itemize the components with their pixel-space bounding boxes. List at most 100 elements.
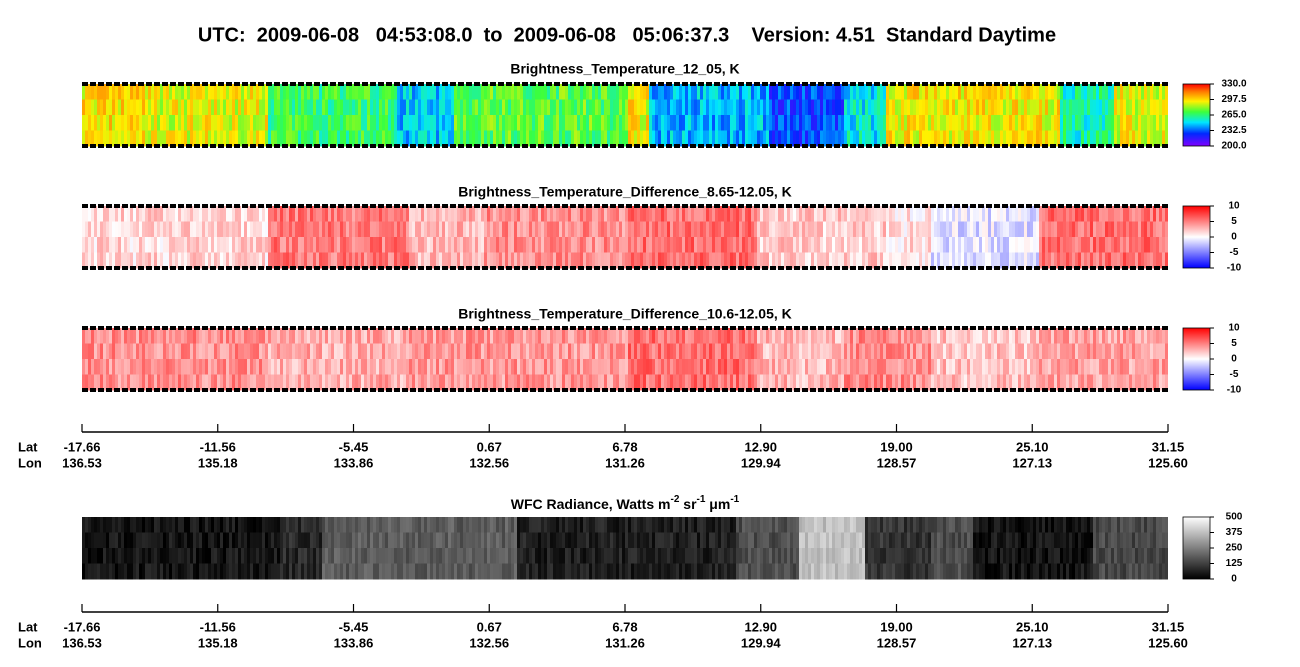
strip-cell [838,328,841,344]
strip-cell [814,359,817,375]
strip-cell [469,130,472,147]
strip-cell [1057,221,1060,238]
strip-cell [682,374,685,391]
strip-cell [811,130,814,147]
strip-cell [418,252,421,269]
strip-cell [1102,99,1105,116]
strip-cell [1051,343,1054,360]
strip-cell [289,548,292,564]
strip-cell [322,237,325,253]
strip-cell [712,84,715,100]
strip-cell [148,374,151,391]
strip-cell [241,221,244,238]
strip-cell [307,548,310,564]
strip-cell [895,115,898,131]
strip-cell [1138,115,1141,131]
strip-cell [502,548,505,564]
strip-cell [823,237,826,253]
strip-cell [901,84,904,100]
strip-cell [1108,328,1111,344]
strip-cell [316,532,319,549]
strip-cell [880,130,883,147]
strip-cell [466,206,469,222]
strip-cell [241,563,244,580]
strip-cell [460,99,463,116]
strip-cell [544,221,547,238]
strip-cell [628,237,631,253]
strip-cell [1039,206,1042,222]
strip-cell [835,237,838,253]
strip-cell [175,517,178,533]
strip-cell [955,84,958,100]
strip-cell [355,84,358,100]
strip-cell [1126,252,1129,269]
strip-cell [799,130,802,147]
strip-cell [427,374,430,391]
strip-cell [979,343,982,360]
strip-cell [745,374,748,391]
strip-cell [136,374,139,391]
strip-cell [847,130,850,147]
strip-cell [919,328,922,344]
strip-cell [862,252,865,269]
strip-cell [1096,221,1099,238]
strip-cell [415,517,418,533]
strip-cell [556,84,559,100]
strip-cell [367,517,370,533]
strip-cell [442,517,445,533]
strip-cell [988,252,991,269]
strip-cell [271,517,274,533]
strip-cell [967,115,970,131]
strip-cell [1009,221,1012,238]
strip-cell [829,237,832,253]
strip-cell [952,237,955,253]
strip-cell [907,115,910,131]
strip-cell [181,343,184,360]
strip-cell [1039,252,1042,269]
strip-cell [604,359,607,375]
strip-cell [553,374,556,391]
strip-cell [892,99,895,116]
strip-cell [121,237,124,253]
strip-cell [199,359,202,375]
strip-cell [502,359,505,375]
strip-cell [724,343,727,360]
strip-cell [319,130,322,147]
strip-cell [208,99,211,116]
strip-cell [325,99,328,116]
strip-cell [1030,374,1033,391]
strip-cell [100,548,103,564]
strip-cell [514,563,517,580]
strip-cell [463,343,466,360]
strip-cell [148,563,151,580]
strip-cell [316,517,319,533]
strip-cell [229,563,232,580]
strip-cell [697,115,700,131]
strip-cell [601,237,604,253]
strip-cell [1162,221,1165,238]
strip-cell [757,84,760,100]
strip-cell [997,359,1000,375]
strip-cell [442,130,445,147]
strip-cell [961,252,964,269]
strip-cell [697,359,700,375]
strip-cell [736,99,739,116]
strip-cell [904,221,907,238]
strip-cell [1060,115,1063,131]
panel-title: Brightness_Temperature_12_05, K [510,61,739,77]
strip-cell [370,115,373,131]
strip-cell [502,328,505,344]
strip-cell [1045,99,1048,116]
strip-cell [1144,252,1147,269]
strip-cell [427,99,430,116]
strip-cell [322,548,325,564]
strip-cell [550,237,553,253]
strip-cell [94,532,97,549]
strip-cell [220,563,223,580]
strip-cell [778,252,781,269]
strip-cell [532,221,535,238]
strip-cell [964,130,967,147]
strip-cell [94,563,97,580]
strip-cell [304,84,307,100]
strip-cell [427,206,430,222]
